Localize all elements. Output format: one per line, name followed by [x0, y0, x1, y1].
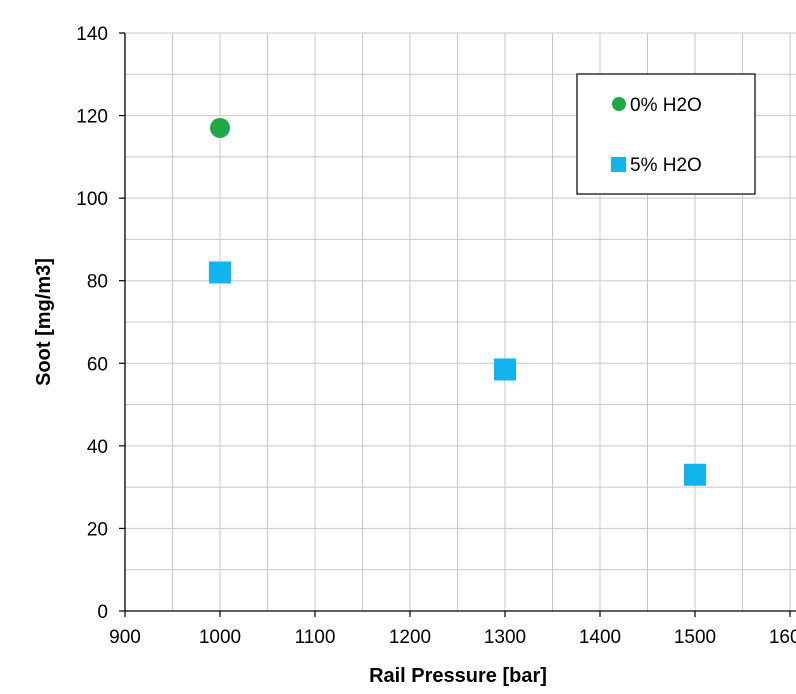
y-axis-title: Soot [mg/m3]: [33, 258, 55, 386]
x-tick-label: 1400: [579, 627, 621, 648]
x-tick-label: 1200: [389, 627, 431, 648]
data-points: [209, 117, 706, 486]
axes: [124, 33, 796, 612]
legend-label-0pct-h2o: 0% H2O: [630, 95, 702, 116]
y-tick-label: 80: [87, 272, 108, 293]
x-tick-label: 1000: [199, 627, 241, 648]
y-tick-label: 20: [87, 519, 108, 540]
y-tick-label: 60: [87, 354, 108, 375]
legend-box: [576, 73, 756, 195]
data-point-square: [494, 358, 516, 381]
x-tick-label: 1300: [484, 627, 526, 648]
data-point-square: [209, 261, 231, 284]
y-tick-label: 100: [76, 189, 108, 210]
data-point-square: [684, 463, 706, 486]
legend-marker-5pct-h2o: [611, 157, 626, 172]
y-tick-label: 140: [76, 24, 108, 45]
data-point-circle: [210, 117, 230, 138]
y-tick-label: 0: [97, 602, 108, 623]
legend-label-5pct-h2o: 5% H2O: [630, 155, 702, 176]
y-tick-label: 40: [87, 437, 108, 458]
x-tick-label: 1100: [295, 627, 336, 648]
y-tick-label: 120: [76, 107, 108, 128]
x-tick-label: 900: [109, 627, 141, 648]
x-tick-label: 1500: [674, 627, 716, 648]
legend-marker-0pct-h2o: [612, 97, 626, 111]
legend: 0% H2O 5% H2O: [576, 73, 756, 195]
x-axis-title: Rail Pressure [bar]: [369, 665, 547, 687]
